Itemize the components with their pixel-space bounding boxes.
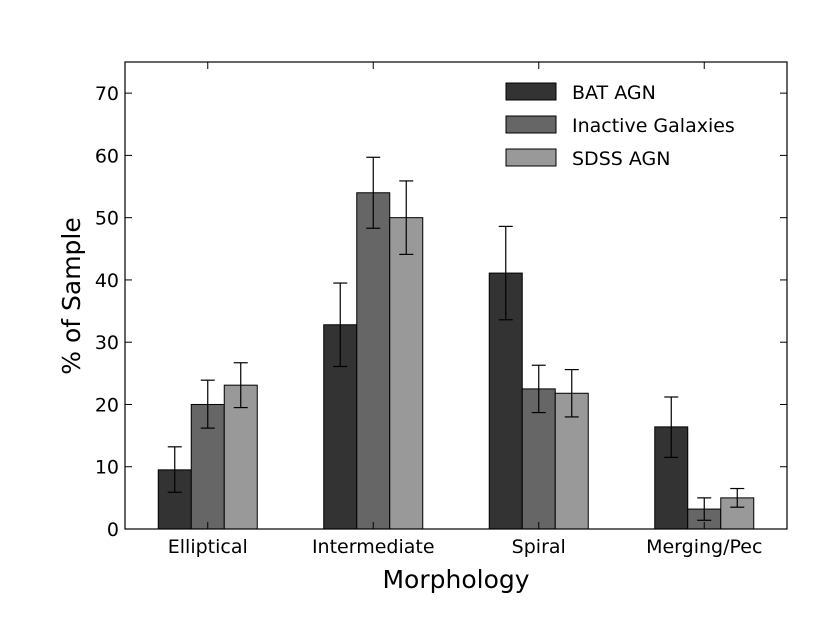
bar-intermediate-2 (356, 192, 391, 530)
legend-swatch-1 (505, 82, 557, 101)
y-tick-label: 20 (95, 394, 119, 416)
bar-intermediate-3 (389, 217, 424, 530)
y-tick-label: 50 (95, 208, 119, 230)
x-tick-label: Elliptical (168, 536, 248, 558)
legend-swatch-3 (505, 148, 557, 167)
y-tick-label: 60 (95, 145, 119, 167)
legend-swatch-2 (505, 115, 557, 134)
plot-frame (124, 61, 788, 530)
legend-label-2: Inactive Galaxies (572, 115, 735, 137)
y-tick-label: 70 (95, 83, 119, 105)
axis-ticks: Elliptical Intermediate Spiral Merging/Pec 0… (95, 62, 787, 558)
x-tick-label: Merging/Pec (646, 536, 762, 558)
legend: BAT AGN Inactive Galaxies SDSS AGN (505, 82, 735, 170)
x-tick-label: Spiral (512, 536, 566, 558)
x-axis-title: Morphology (382, 565, 529, 594)
y-tick-label: 40 (95, 270, 119, 292)
legend-label-1: BAT AGN (572, 82, 656, 104)
error-bars-layer (167, 156, 745, 521)
x-tick-label: Intermediate (312, 536, 435, 558)
bars-layer (157, 192, 755, 530)
legend-label-3: SDSS AGN (572, 148, 670, 170)
y-tick-label: 0 (107, 519, 119, 541)
y-tick-label: 30 (95, 332, 119, 354)
y-tick-label: 10 (95, 457, 119, 479)
y-axis-title: % of Sample (57, 217, 86, 374)
